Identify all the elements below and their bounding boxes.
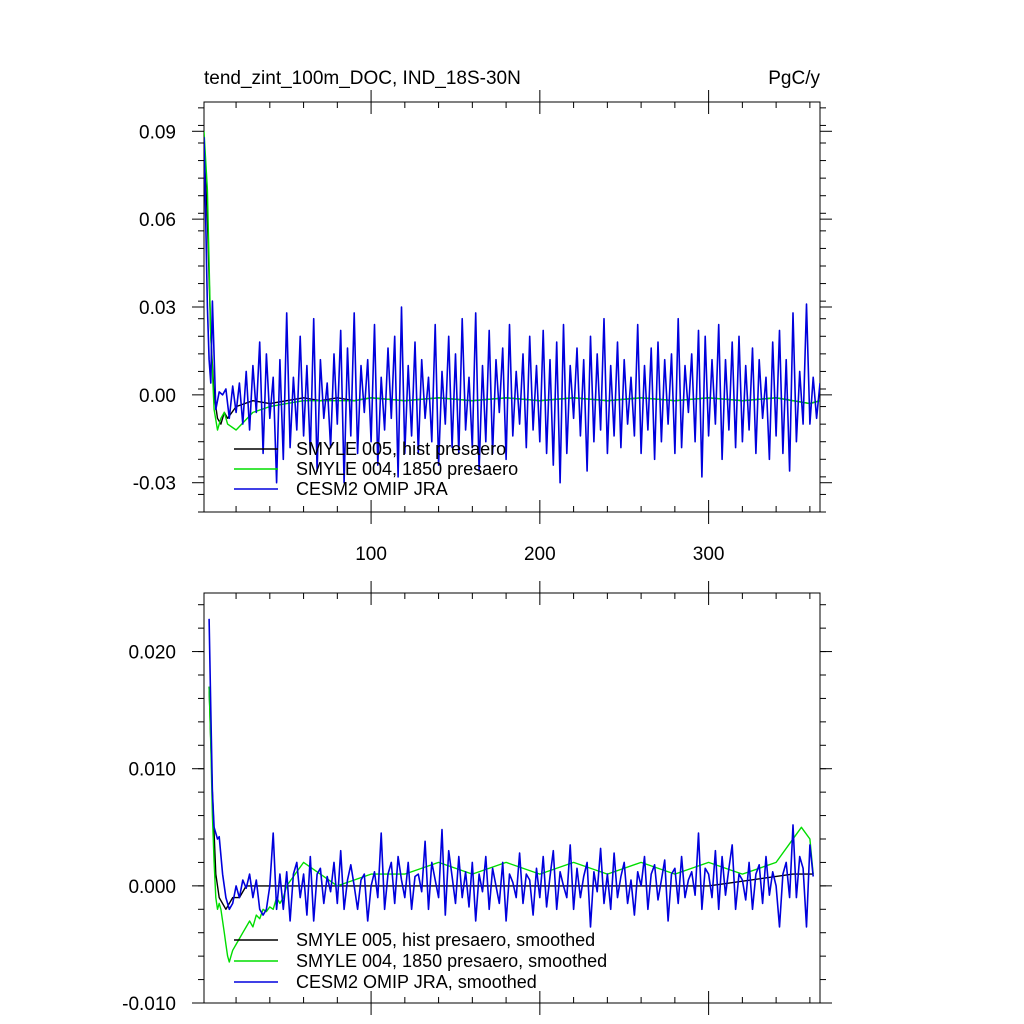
legend-label-1: SMYLE 005, hist presaero, smoothed xyxy=(296,930,595,950)
y-tick-label: -0.010 xyxy=(122,994,176,1015)
legend-label-3: CESM2 OMIP JRA, smoothed xyxy=(296,972,537,992)
y-tick-label: 0.00 xyxy=(139,386,176,407)
plot-frame xyxy=(203,592,821,1004)
series-line-3 xyxy=(208,618,814,928)
legend-label-2: SMYLE 004, 1850 presaero, smoothed xyxy=(296,951,607,971)
x-tick-label: 100 xyxy=(355,544,387,565)
y-tick-label: 0.06 xyxy=(139,210,176,231)
y-tick-label: 0.09 xyxy=(139,122,176,143)
y-tick-label: 0.020 xyxy=(128,643,176,664)
legend-label-2: SMYLE 004, 1850 presaero xyxy=(296,459,518,479)
y-tick-label: 0.03 xyxy=(139,298,176,319)
y-tick-label: 0.000 xyxy=(128,877,176,898)
legend-label-3: CESM2 OMIP JRA xyxy=(296,479,448,499)
top-panel: 100 200 300 -0.03 0.00 0.03 0.06 0.09 SMYLE 005,… xyxy=(133,90,832,565)
y-tick-label: -0.03 xyxy=(133,474,176,495)
series-line-1 xyxy=(208,686,814,910)
series-line-2 xyxy=(204,131,820,431)
x-tick-label: 300 xyxy=(693,544,725,565)
legend-label-1: SMYLE 005, hist presaero xyxy=(296,439,506,459)
series-line-2 xyxy=(208,686,814,963)
y-tick-label: 0.010 xyxy=(128,760,176,781)
series-line-3 xyxy=(204,137,820,484)
bottom-panel: -0.010 0.000 0.010 0.020 SMYLE 005, hist pre… xyxy=(122,581,832,1015)
x-tick-label: 200 xyxy=(524,544,556,565)
units-label: PgC/y xyxy=(768,68,820,89)
plot-title: tend_zint_100m_DOC, IND_18S-30N xyxy=(204,68,521,89)
